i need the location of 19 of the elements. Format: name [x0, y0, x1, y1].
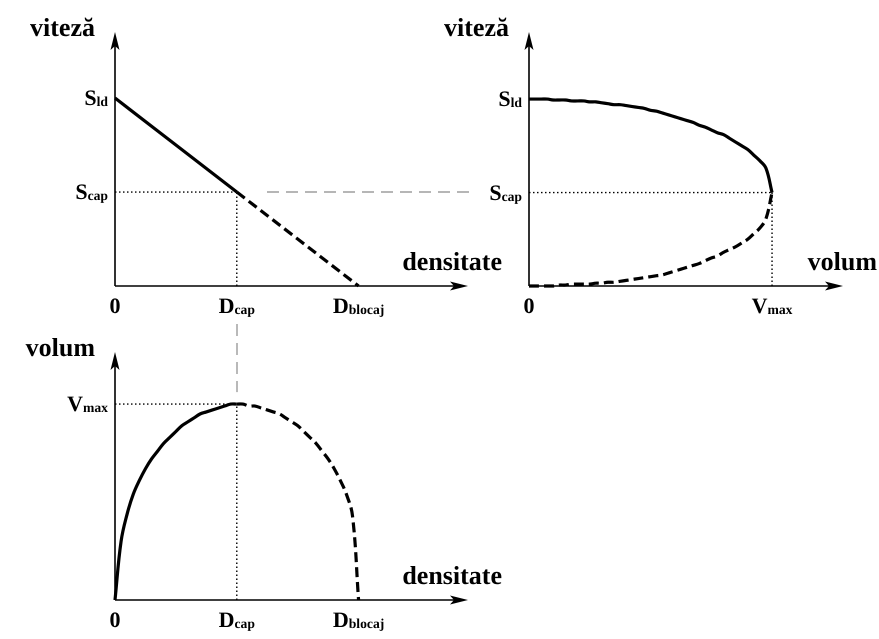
x-tick-label: D$_{cap}$ — [218, 293, 255, 318]
ref-line-label: S$_{cap}$ — [489, 180, 522, 205]
y-axis-title: viteză — [30, 13, 95, 42]
x-tick-label: V$_{max}$ — [752, 293, 792, 318]
x-axis-title: densitate — [402, 247, 502, 276]
y-axis-title: viteză — [444, 13, 509, 42]
annotation: S$_{ld}$ — [498, 86, 522, 112]
x-tick-label: 0 — [524, 293, 534, 318]
x-axis-title: volum — [808, 247, 877, 276]
y-axis-title: volum — [26, 333, 95, 362]
x-tick-label: D$_{blocaj}$ — [332, 293, 384, 318]
x-axis-title: densitate — [402, 561, 502, 590]
x-tick-label: 0 — [110, 607, 120, 632]
ref-line-label: V$_{max}$ — [67, 391, 108, 416]
annotation: S$_{ld}$ — [84, 85, 108, 110]
x-tick-label: 0 — [110, 293, 120, 318]
ref-line-label: S$_{cap}$ — [75, 179, 108, 204]
x-tick-label: D$_{blocaj}$ — [332, 607, 384, 632]
x-tick-label: D$_{cap}$ — [218, 607, 255, 632]
